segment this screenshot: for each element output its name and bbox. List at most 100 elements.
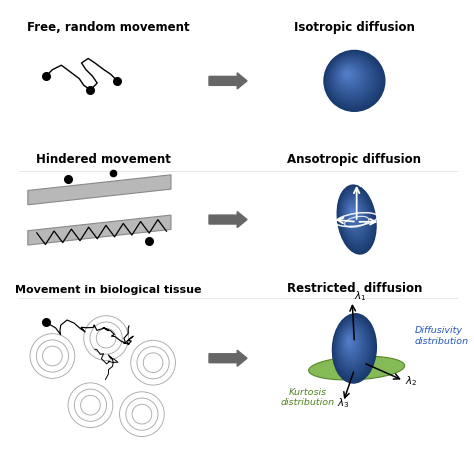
Text: Hindered movement: Hindered movement bbox=[36, 153, 171, 165]
Ellipse shape bbox=[341, 327, 363, 361]
Ellipse shape bbox=[342, 329, 360, 357]
Ellipse shape bbox=[351, 208, 355, 216]
Circle shape bbox=[326, 53, 381, 107]
Ellipse shape bbox=[334, 316, 374, 379]
Ellipse shape bbox=[349, 206, 357, 220]
Ellipse shape bbox=[348, 339, 350, 341]
Ellipse shape bbox=[340, 326, 364, 363]
FancyArrow shape bbox=[209, 350, 247, 367]
Ellipse shape bbox=[343, 195, 367, 238]
Ellipse shape bbox=[345, 333, 356, 351]
Circle shape bbox=[346, 73, 348, 74]
Ellipse shape bbox=[348, 205, 358, 221]
Ellipse shape bbox=[346, 201, 362, 228]
Circle shape bbox=[330, 57, 374, 101]
Circle shape bbox=[343, 69, 353, 80]
Ellipse shape bbox=[341, 191, 371, 244]
Circle shape bbox=[345, 71, 351, 77]
Ellipse shape bbox=[339, 188, 374, 250]
Polygon shape bbox=[28, 215, 171, 245]
Ellipse shape bbox=[337, 321, 369, 372]
FancyArrow shape bbox=[209, 212, 247, 228]
Ellipse shape bbox=[341, 328, 362, 360]
Ellipse shape bbox=[339, 324, 365, 366]
Circle shape bbox=[342, 69, 355, 81]
Ellipse shape bbox=[341, 192, 370, 243]
Ellipse shape bbox=[348, 338, 351, 343]
Text: $\lambda_2$: $\lambda_2$ bbox=[381, 217, 394, 230]
Circle shape bbox=[324, 50, 385, 112]
Polygon shape bbox=[28, 175, 171, 205]
Circle shape bbox=[337, 64, 363, 90]
Text: $\lambda_1$: $\lambda_1$ bbox=[359, 177, 372, 191]
Ellipse shape bbox=[352, 210, 353, 213]
Ellipse shape bbox=[340, 325, 365, 364]
Ellipse shape bbox=[333, 314, 375, 382]
Ellipse shape bbox=[343, 330, 359, 356]
Circle shape bbox=[335, 61, 367, 94]
Ellipse shape bbox=[338, 187, 374, 251]
Circle shape bbox=[341, 68, 356, 82]
Circle shape bbox=[341, 67, 357, 83]
Circle shape bbox=[338, 65, 361, 87]
Text: $\lambda_3$: $\lambda_3$ bbox=[322, 218, 335, 231]
Ellipse shape bbox=[309, 356, 405, 380]
Ellipse shape bbox=[332, 314, 376, 383]
Ellipse shape bbox=[342, 329, 361, 359]
Ellipse shape bbox=[346, 335, 355, 349]
Ellipse shape bbox=[342, 194, 368, 240]
Ellipse shape bbox=[345, 199, 363, 231]
Circle shape bbox=[333, 59, 370, 96]
Circle shape bbox=[345, 72, 349, 76]
Ellipse shape bbox=[339, 189, 373, 248]
Circle shape bbox=[332, 58, 372, 99]
Ellipse shape bbox=[334, 315, 374, 380]
Ellipse shape bbox=[344, 332, 357, 353]
Circle shape bbox=[331, 57, 374, 100]
Ellipse shape bbox=[336, 319, 371, 374]
Circle shape bbox=[336, 62, 366, 92]
Circle shape bbox=[328, 55, 377, 104]
Text: Diffusivity
distribution: Diffusivity distribution bbox=[415, 326, 469, 345]
Ellipse shape bbox=[344, 331, 358, 354]
Ellipse shape bbox=[342, 193, 369, 241]
Text: Movement in biological tissue: Movement in biological tissue bbox=[15, 285, 201, 295]
Ellipse shape bbox=[344, 197, 365, 235]
Circle shape bbox=[325, 51, 383, 110]
Text: Free, random movement: Free, random movement bbox=[27, 21, 190, 34]
Circle shape bbox=[336, 63, 365, 91]
Circle shape bbox=[326, 52, 383, 109]
Text: Ansotropic diffusion: Ansotropic diffusion bbox=[287, 153, 421, 165]
Text: Isotropic diffusion: Isotropic diffusion bbox=[294, 21, 415, 34]
Circle shape bbox=[344, 70, 352, 78]
Circle shape bbox=[339, 66, 359, 86]
Ellipse shape bbox=[351, 209, 354, 214]
FancyArrow shape bbox=[209, 73, 247, 89]
Circle shape bbox=[334, 60, 368, 95]
Ellipse shape bbox=[347, 202, 360, 225]
Ellipse shape bbox=[346, 202, 361, 227]
Ellipse shape bbox=[348, 204, 358, 223]
Ellipse shape bbox=[337, 320, 370, 373]
Circle shape bbox=[328, 54, 379, 105]
Text: $\lambda_2$: $\lambda_2$ bbox=[404, 374, 417, 388]
Circle shape bbox=[329, 56, 376, 102]
Ellipse shape bbox=[345, 198, 364, 233]
Ellipse shape bbox=[337, 185, 376, 254]
Text: Kurtosis
distribution: Kurtosis distribution bbox=[280, 388, 335, 407]
Ellipse shape bbox=[335, 318, 372, 376]
Ellipse shape bbox=[350, 207, 356, 218]
Text: Restricted  diffusion: Restricted diffusion bbox=[287, 282, 422, 295]
Ellipse shape bbox=[337, 322, 368, 370]
Ellipse shape bbox=[344, 197, 365, 234]
Ellipse shape bbox=[347, 203, 359, 224]
Circle shape bbox=[340, 66, 358, 85]
Ellipse shape bbox=[340, 190, 372, 247]
Circle shape bbox=[332, 59, 371, 97]
Ellipse shape bbox=[337, 186, 375, 253]
Ellipse shape bbox=[347, 336, 353, 346]
Ellipse shape bbox=[345, 334, 356, 350]
Ellipse shape bbox=[347, 337, 352, 345]
Text: $\lambda_3$: $\lambda_3$ bbox=[337, 397, 350, 410]
Ellipse shape bbox=[338, 323, 367, 369]
